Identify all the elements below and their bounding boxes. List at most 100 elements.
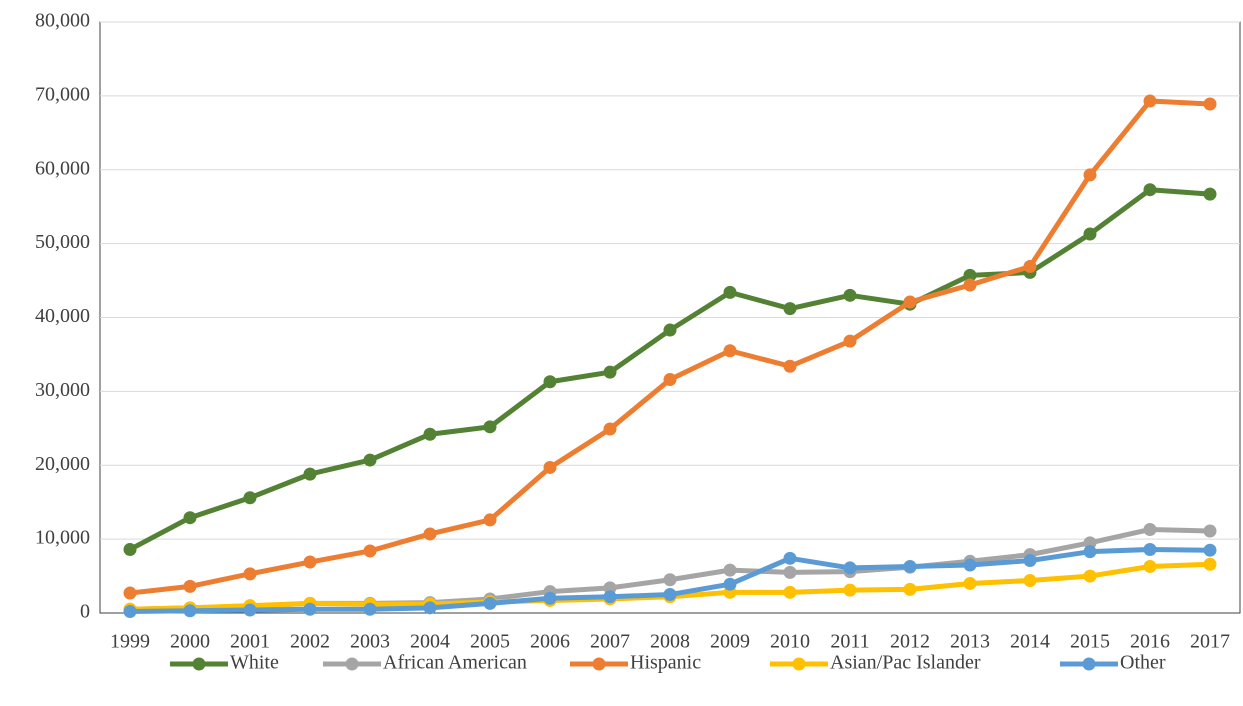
x-tick-label: 2015 [1070, 631, 1110, 653]
data-point [1203, 187, 1217, 201]
data-point [1023, 260, 1037, 274]
y-tick-label: 60,000 [35, 157, 90, 179]
x-tick-label: 2011 [830, 631, 869, 653]
data-point [783, 551, 797, 565]
data-point [1143, 183, 1157, 197]
data-point [423, 527, 437, 541]
x-tick-label: 2000 [170, 631, 210, 653]
series-line [129, 98, 1211, 596]
data-point [1143, 523, 1157, 537]
legend-label: Asian/Pac Islander [830, 652, 981, 674]
data-point [1083, 168, 1097, 182]
x-tick-label: 2016 [1130, 631, 1170, 653]
x-tick-label: 2013 [950, 631, 990, 653]
x-tick-label: 2007 [590, 631, 630, 653]
data-point [183, 579, 197, 593]
x-tick-label: 2002 [290, 631, 330, 653]
data-point [783, 359, 797, 373]
data-point [1083, 227, 1097, 241]
data-point [783, 565, 797, 579]
data-point [363, 544, 377, 558]
data-point [483, 513, 497, 527]
data-point [903, 295, 917, 309]
data-point [1083, 569, 1097, 583]
x-tick-label: 2009 [710, 631, 750, 653]
data-point [243, 603, 257, 617]
data-point [483, 420, 497, 434]
data-point [123, 605, 137, 619]
data-point [1143, 559, 1157, 573]
data-point [423, 601, 437, 615]
legend-marker [792, 657, 806, 671]
data-point [603, 590, 617, 604]
data-point [903, 559, 917, 573]
y-tick-label: 50,000 [35, 231, 90, 253]
legend-label: Hispanic [630, 652, 701, 674]
data-point [1203, 97, 1217, 111]
x-tick-label: 2017 [1190, 631, 1230, 653]
data-point [483, 596, 497, 610]
data-point [543, 591, 557, 605]
legend-marker [1082, 657, 1096, 671]
x-tick-label: 2003 [350, 631, 390, 653]
data-point [1203, 543, 1217, 557]
data-point [303, 602, 317, 616]
data-point [723, 285, 737, 299]
data-point [783, 585, 797, 599]
legend-label: Other [1120, 652, 1166, 674]
x-tick-label: 2001 [230, 631, 270, 653]
data-point [603, 422, 617, 436]
data-point [243, 567, 257, 581]
legend-marker [345, 657, 359, 671]
data-point [843, 288, 857, 302]
data-point [783, 302, 797, 316]
data-point [363, 602, 377, 616]
data-point [663, 373, 677, 387]
data-point [843, 334, 857, 348]
data-point [1083, 545, 1097, 559]
x-tick-label: 2012 [890, 631, 930, 653]
y-tick-label: 10,000 [35, 527, 90, 549]
data-point [1203, 557, 1217, 571]
data-point [1023, 573, 1037, 587]
data-point [843, 583, 857, 597]
data-point [1143, 94, 1157, 108]
data-point [183, 511, 197, 525]
data-point [423, 427, 437, 441]
data-point [963, 576, 977, 590]
legend-marker [592, 657, 606, 671]
legend-label: White [230, 652, 279, 674]
data-point [723, 577, 737, 591]
y-tick-label: 70,000 [35, 83, 90, 105]
data-point [1023, 554, 1037, 568]
data-point [543, 375, 557, 389]
data-point [543, 460, 557, 474]
y-tick-label: 30,000 [35, 379, 90, 401]
data-point [723, 344, 737, 358]
x-tick-label: 1999 [110, 631, 150, 653]
data-point [663, 323, 677, 337]
x-tick-label: 2006 [530, 631, 570, 653]
data-point [963, 278, 977, 292]
data-point [843, 561, 857, 575]
data-point [1143, 542, 1157, 556]
data-point [123, 542, 137, 556]
x-tick-label: 2014 [1010, 631, 1050, 653]
data-point [663, 588, 677, 602]
data-point [303, 467, 317, 481]
legend-label: African American [383, 652, 527, 674]
legend-marker [192, 657, 206, 671]
data-point [183, 604, 197, 618]
data-point [243, 491, 257, 505]
x-tick-label: 2008 [650, 631, 690, 653]
data-point [903, 582, 917, 596]
data-point [363, 453, 377, 467]
data-point [303, 555, 317, 569]
data-point [123, 586, 137, 600]
data-point [603, 365, 617, 379]
y-tick-label: 80,000 [35, 10, 90, 32]
x-tick-label: 2005 [470, 631, 510, 653]
x-tick-label: 2004 [410, 631, 450, 653]
y-tick-label: 20,000 [35, 453, 90, 475]
